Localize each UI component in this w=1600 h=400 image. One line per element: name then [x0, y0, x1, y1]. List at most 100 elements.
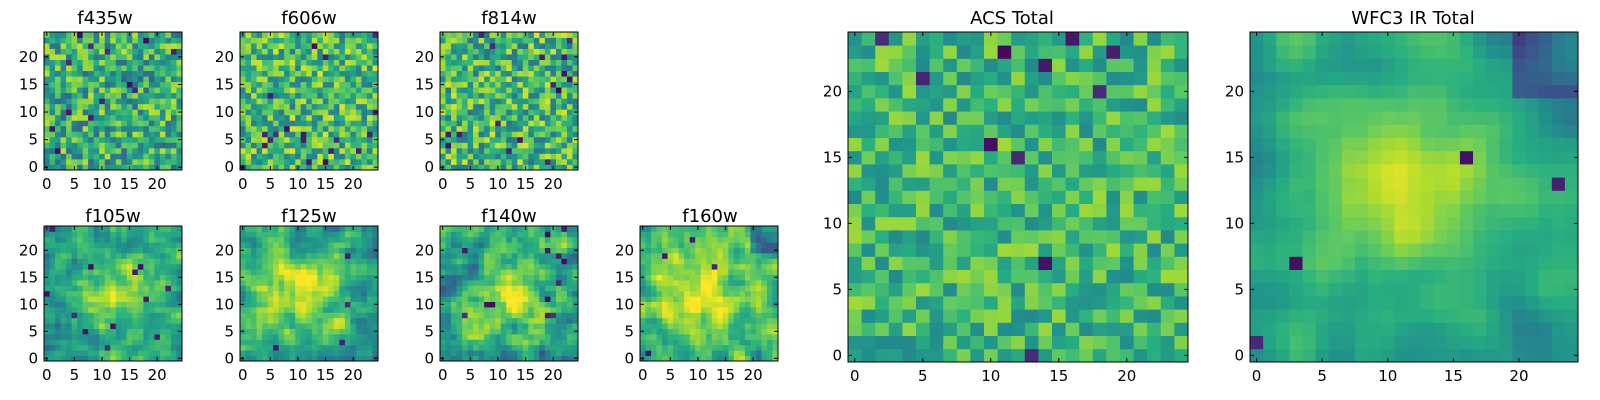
heatmap-cell: [300, 131, 307, 138]
heatmap-cell: [528, 120, 535, 127]
heatmap-cell: [722, 328, 729, 335]
heatmap-cell: [717, 355, 724, 362]
heatmap-cell: [478, 76, 485, 83]
heatmap-cell: [267, 98, 274, 105]
heatmap-cell: [77, 164, 84, 171]
heatmap-cell: [121, 136, 128, 143]
heatmap-cell: [550, 109, 557, 116]
heatmap-cell: [132, 339, 139, 346]
heatmap-cell: [1079, 322, 1094, 336]
heatmap-cell: [339, 147, 346, 154]
heatmap-cell: [278, 54, 285, 60]
heatmap-cell: [533, 290, 540, 297]
heatmap-cell: [170, 136, 177, 143]
heatmap-cell: [93, 269, 100, 275]
heatmap-cell: [71, 242, 78, 248]
heatmap-cell: [755, 285, 762, 292]
heatmap-cell: [572, 147, 579, 154]
heatmap-cell: [456, 236, 463, 243]
heatmap-cell: [739, 258, 746, 265]
heatmap-cell: [55, 323, 61, 329]
heatmap-cell: [478, 43, 485, 49]
heatmap-cell: [561, 355, 568, 362]
heatmap-cell: [667, 247, 674, 254]
heatmap-cell: [1133, 230, 1148, 244]
heatmap-cell: [495, 242, 502, 248]
heatmap-cell: [104, 350, 111, 356]
heatmap-cell: [997, 243, 1012, 257]
heatmap-cell: [132, 253, 139, 259]
heatmap-cell: [722, 350, 729, 356]
heatmap-cell: [550, 274, 557, 281]
heatmap-cell: [251, 54, 257, 60]
heatmap-cell: [572, 323, 579, 329]
heatmap-cell: [295, 285, 302, 292]
heatmap-cell: [722, 231, 729, 238]
heatmap-cell: [322, 48, 329, 55]
heatmap-cell: [678, 290, 685, 297]
heatmap-cell: [489, 120, 496, 127]
heatmap-cell: [361, 92, 368, 99]
heatmap-cell: [766, 355, 773, 362]
heatmap-cell: [66, 242, 72, 248]
heatmap-cell: [49, 87, 56, 94]
heatmap-cell: [848, 322, 862, 336]
heatmap-cell: [451, 355, 457, 362]
heatmap-cell: [511, 109, 518, 116]
heatmap-cell: [533, 236, 540, 243]
heatmap-cell: [311, 131, 318, 138]
heatmap-cell: [132, 312, 139, 319]
heatmap-cell: [267, 54, 274, 60]
heatmap-cell: [262, 323, 268, 329]
heatmap-cell: [262, 263, 268, 270]
heatmap-cell: [1133, 322, 1148, 336]
heatmap-cell: [262, 164, 268, 171]
heatmap-cell: [728, 226, 735, 232]
heatmap-cell: [289, 158, 296, 165]
heatmap-cell: [861, 348, 876, 363]
heatmap-cell: [495, 312, 502, 319]
heatmap-cell: [262, 81, 268, 88]
heatmap-cell: [372, 312, 379, 319]
heatmap-cell: [355, 103, 362, 110]
heatmap-cell: [462, 98, 468, 105]
heatmap-cell: [66, 274, 72, 281]
heatmap-cell: [300, 236, 307, 243]
heatmap-cell: [132, 269, 139, 275]
heatmap-cell: [902, 243, 917, 257]
heatmap-cell: [984, 177, 998, 191]
heatmap-cell: [137, 92, 144, 99]
heatmap-cell: [322, 103, 329, 110]
heatmap-cell: [344, 328, 351, 335]
heatmap-cell: [88, 70, 95, 77]
heatmap-cell: [1011, 335, 1026, 350]
heatmap-cell: [77, 301, 84, 308]
heatmap-cell: [451, 65, 457, 72]
heatmap-cell: [861, 282, 876, 297]
heatmap-cell: [55, 48, 61, 55]
heatmap-cell: [278, 344, 285, 351]
heatmap-cell: [99, 242, 106, 248]
heatmap-cell: [1092, 216, 1107, 231]
heatmap-cell: [333, 153, 340, 160]
heatmap-cell: [528, 226, 535, 232]
heatmap-cell: [372, 323, 379, 329]
heatmap-cell: [300, 339, 307, 346]
heatmap-cell: [137, 59, 144, 66]
x-tick-label: 15: [120, 366, 139, 384]
heatmap-cell: [717, 317, 724, 324]
heatmap-cell: [71, 344, 78, 351]
heatmap-cell: [511, 355, 518, 362]
heatmap-cell: [717, 344, 724, 351]
heatmap-cell: [240, 92, 246, 99]
heatmap-cell: [355, 65, 362, 72]
heatmap-cell: [110, 114, 117, 121]
heatmap-cell: [555, 296, 562, 302]
heatmap-cell: [706, 263, 713, 270]
heatmap-cell: [1065, 190, 1080, 204]
heatmap-cell: [344, 81, 351, 88]
heatmap-cell: [1011, 256, 1026, 270]
heatmap-cell: [495, 98, 502, 105]
heatmap-cell: [306, 258, 313, 265]
heatmap-cell: [317, 247, 324, 254]
